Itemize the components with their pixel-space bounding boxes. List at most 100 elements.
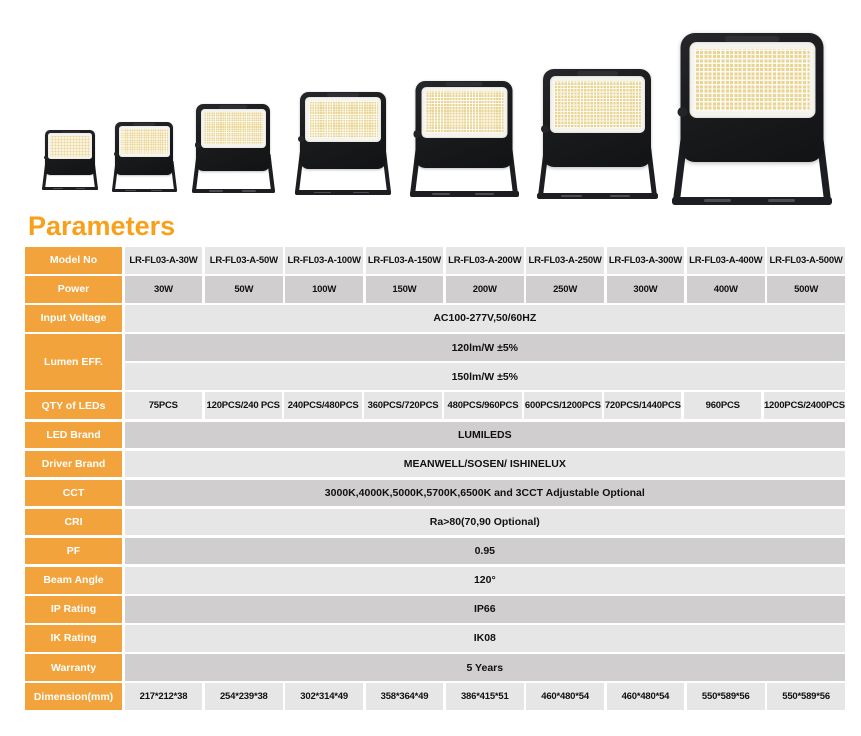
table-cell: 460*480*54 — [526, 683, 604, 710]
floodlight-top-tab-icon — [576, 71, 618, 76]
bracket-slot-icon — [75, 188, 86, 190]
table-cell-merged: 0.95 — [124, 537, 845, 565]
row-values: AC100-277V,50/60HZ — [124, 305, 845, 332]
table-cell-merged: MEANWELL/SOSEN/ ISHINELUX — [124, 450, 845, 478]
mounting-bracket-icon — [410, 191, 519, 197]
row-label: Power — [25, 276, 122, 303]
led-grid-icon — [121, 128, 168, 154]
mounting-bracket-icon — [295, 190, 392, 195]
bracket-slot-icon — [150, 189, 162, 191]
table-cell: 386*415*51 — [445, 683, 524, 710]
table-cell: LR-FL03-A-500W — [767, 247, 845, 274]
row-values: 5 Years — [124, 654, 845, 681]
floodlight-image — [672, 33, 833, 205]
table-cell: LR-FL03-A-50W — [204, 247, 283, 274]
table-cell: 300W — [606, 276, 685, 303]
floodlight-panel-icon — [200, 108, 266, 148]
led-grid-icon — [554, 81, 641, 128]
row-label: CRI — [25, 508, 122, 536]
table-cell-merged: 150lm/W ±5% — [124, 363, 845, 390]
table-cell: 500W — [767, 276, 845, 303]
table-row: LED Brand LUMILEDS — [25, 421, 845, 449]
bracket-slot-icon — [124, 189, 137, 191]
table-cell: 217*212*38 — [124, 683, 203, 710]
table-row: Input Voltage AC100-277V,50/60HZ — [25, 305, 845, 332]
table-cell: 550*589*56 — [767, 683, 845, 710]
table-cell: 550*589*56 — [686, 683, 765, 710]
floodlight-image — [410, 80, 519, 197]
table-row: IP Rating IP66 — [25, 596, 845, 623]
table-row: CCT 3000K,4000K,5000K,5700K,6500K and 3CC… — [25, 479, 845, 507]
table-cell: 250W — [526, 276, 604, 303]
floodlight-body-icon — [413, 80, 513, 168]
table-cell: 600PCS/1200PCS — [524, 392, 602, 419]
product-gallery — [0, 0, 861, 210]
floodlight-top-tab-icon — [445, 82, 483, 87]
table-cell: 50W — [204, 276, 283, 303]
table-row: Model No LR-FL03-A-30W LR-FL03-A-50W LR-FL0… — [25, 247, 845, 274]
table-cell: 30W — [124, 276, 203, 303]
row-values: MEANWELL/SOSEN/ ISHINELUX — [124, 450, 845, 478]
table-cell: 240PCS/480PCS — [284, 392, 362, 419]
bracket-screw-icon — [43, 155, 48, 160]
floodlight-image — [192, 104, 275, 193]
row-label: CCT — [25, 479, 122, 507]
table-cell: 720PCS/1440PCS — [604, 392, 682, 419]
row-values: 217*212*38 254*239*38 302*314*49 358*364*49… — [124, 683, 845, 710]
table-cell: LR-FL03-A-30W — [124, 247, 203, 274]
bracket-slot-icon — [352, 191, 370, 194]
floodlight-body-icon — [194, 104, 271, 171]
row-values: LUMILEDS — [124, 421, 845, 449]
floodlight-panel-icon — [689, 42, 815, 118]
table-cell-merged: IK08 — [124, 625, 845, 652]
bracket-slot-icon — [53, 188, 63, 190]
table-row: QTY of LEDs 75PCS 120PCS/240 PCS 240PCS/480… — [25, 392, 845, 419]
row-label: IP Rating — [25, 596, 122, 623]
table-row: CRI Ra>80(70,90 Optional) — [25, 508, 845, 536]
table-cell: LR-FL03-A-200W — [445, 247, 524, 274]
table-cell: 960PCS — [684, 392, 762, 419]
table-cell-merged: AC100-277V,50/60HZ — [124, 305, 845, 332]
row-label: IK Rating — [25, 625, 122, 652]
table-cell: LR-FL03-A-150W — [365, 247, 444, 274]
floodlight-body-icon — [43, 130, 95, 175]
table-cell-merged: 3000K,4000K,5000K,5700K,6500K and 3CCT A… — [124, 479, 845, 507]
row-values: 30W 50W 100W 150W 200W 250W 300W 400W 500W — [124, 276, 845, 303]
floodlight-image — [42, 130, 98, 190]
table-cell: 200W — [445, 276, 524, 303]
table-cell: LR-FL03-A-400W — [686, 247, 765, 274]
bracket-slot-icon — [704, 199, 732, 203]
row-label: LED Brand — [25, 421, 122, 449]
bracket-screw-icon — [194, 142, 201, 148]
table-row: Dimension(mm) 217*212*38 254*239*38 302*314… — [25, 683, 845, 710]
floodlight-panel-icon — [48, 133, 92, 160]
row-values: IP66 — [124, 596, 845, 623]
table-row: Driver Brand MEANWELL/SOSEN/ ISHINELUX — [25, 450, 845, 478]
mounting-bracket-icon — [112, 188, 177, 192]
table-cell: LR-FL03-A-100W — [285, 247, 363, 274]
floodlight-image — [537, 69, 658, 199]
floodlight-top-tab-icon — [219, 105, 248, 109]
table-cell: 400W — [686, 276, 765, 303]
row-label: Input Voltage — [25, 305, 122, 332]
row-values: LR-FL03-A-30W LR-FL03-A-50W LR-FL03-A-100W… — [124, 247, 845, 274]
mounting-bracket-icon — [42, 187, 98, 190]
led-grid-icon — [425, 91, 504, 134]
table-row: IK Rating IK08 — [25, 625, 845, 652]
table-cell: 460*480*54 — [606, 683, 685, 710]
floodlight-body-icon — [677, 33, 824, 163]
page-title: Parameters — [28, 211, 176, 241]
table-cell-merged: 5 Years — [124, 654, 845, 681]
led-grid-icon — [308, 101, 378, 139]
table-row: Power 30W 50W 100W 150W 200W 250W 300W 400W 500W — [25, 276, 845, 303]
table-cell: LR-FL03-A-250W — [526, 247, 604, 274]
floodlight-top-tab-icon — [724, 35, 780, 42]
table-cell: 480PCS/960PCS — [444, 392, 522, 419]
floodlight-panel-icon — [118, 126, 170, 157]
bracket-screw-icon — [677, 106, 688, 118]
table-cell: 254*239*38 — [204, 683, 283, 710]
bracket-slot-icon — [314, 191, 331, 194]
floodlight-panel-icon — [421, 86, 507, 138]
table-cell: 360PCS/720PCS — [364, 392, 442, 419]
table-cell: 75PCS — [124, 392, 202, 419]
